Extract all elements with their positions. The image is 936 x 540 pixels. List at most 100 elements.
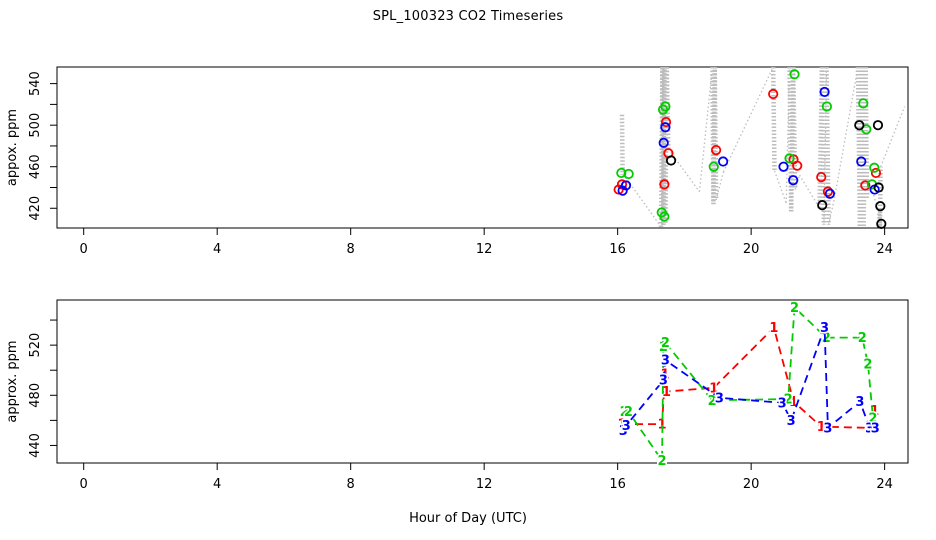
grey-trace-segment <box>859 66 866 226</box>
co2-measurement-point <box>854 120 865 131</box>
x-tick-label: 20 <box>743 477 760 492</box>
x-tick-label: 16 <box>609 242 626 257</box>
x-tick-label: 0 <box>80 477 88 492</box>
co2-measurement-point <box>718 156 729 167</box>
plot-box <box>56 299 909 464</box>
co2-measurement-point <box>819 86 830 98</box>
series-sample-1-red <box>613 88 882 197</box>
grey-trace-segment <box>787 66 794 212</box>
co2-measurement-point <box>616 179 628 190</box>
grey-trace-segment <box>770 66 777 171</box>
grey-trace-segment <box>877 166 883 227</box>
flask-number-label: 1 <box>817 420 826 435</box>
flask-number-label: 2 <box>784 393 793 408</box>
flask-number-label: 3 <box>787 414 796 429</box>
y-tick-label: 460 <box>28 154 43 179</box>
flask-number-label: 1 <box>709 381 718 396</box>
x-axis-title: Hour of Day (UTC) <box>409 511 527 526</box>
grey-trace-segment <box>870 187 880 214</box>
co2-measurement-point <box>789 69 800 80</box>
grey-trace-segment <box>722 66 774 173</box>
flask-number-label: 2 <box>863 357 872 372</box>
co2-measurement-point <box>659 211 670 222</box>
grey-trace-segment <box>857 66 864 226</box>
co2-measurement-point <box>660 122 671 133</box>
grey-trace-segment <box>698 66 714 192</box>
x-tick-label: 24 <box>876 242 893 257</box>
flask-number-label: 1 <box>769 321 778 336</box>
flask-number-label: 1 <box>617 418 626 433</box>
grey-trace-segment <box>798 174 821 209</box>
co2-measurement-point <box>856 156 867 167</box>
co2-measurement-point <box>768 88 779 100</box>
flask-number-label: 2 <box>708 394 717 409</box>
co2-measurement-point <box>824 188 836 199</box>
co2-measurement-point <box>660 116 672 128</box>
grey-trace-segment <box>785 66 791 204</box>
x-tick-label: 4 <box>213 477 221 492</box>
flask-number-label: 2 <box>822 331 831 346</box>
co2-measurement-point <box>860 180 871 191</box>
co2-measurement-point <box>858 98 869 109</box>
flask-number-label: 2 <box>620 405 629 420</box>
grey-trace-segment <box>880 106 906 167</box>
flask-number-label: 3 <box>619 424 628 439</box>
co2-measurement-point <box>870 167 882 179</box>
flask-number-label: 2 <box>790 301 799 316</box>
grey-trace-segment <box>794 174 801 190</box>
co2-measurement-point <box>784 153 795 164</box>
series-sample-2-green <box>616 69 880 222</box>
flask-number-label: 3 <box>622 419 631 434</box>
co2-measurement-point <box>873 182 884 193</box>
grey-trace-segment <box>658 66 665 227</box>
co2-measurement-point <box>623 168 634 180</box>
series-sample-4-black <box>665 120 887 229</box>
co2-measurement-point <box>822 186 834 197</box>
flask-number-label: 1 <box>661 367 670 382</box>
x-tick-label: 12 <box>476 477 493 492</box>
grey-trace-segment <box>627 179 662 228</box>
flask-number-label: 3 <box>715 391 724 406</box>
flask-number-label: 3 <box>820 321 829 336</box>
grey-trace-segment <box>790 66 798 190</box>
co2-measurement-point <box>792 160 803 171</box>
co2-measurement-point <box>620 180 632 191</box>
co2-measurement-point <box>660 101 671 112</box>
plot-box <box>56 66 909 229</box>
grey-trace-segment <box>855 66 863 226</box>
grey-trace-segment <box>863 66 870 198</box>
grey-trace-segment <box>827 197 836 226</box>
co2-measurement-point <box>816 172 827 183</box>
x-tick-label: 8 <box>347 242 355 257</box>
grey-trace-segment <box>715 171 725 201</box>
grey-trace-segment <box>861 66 868 226</box>
co2-measurement-point <box>788 175 799 186</box>
panel-1: 0 4 8 12 16 20 24 420 460 500 540 appox. ppm <box>5 66 909 257</box>
x-tick-label: 12 <box>476 242 493 257</box>
co2-measurement-point <box>616 167 627 179</box>
x-tick-label: 24 <box>876 477 893 492</box>
chart-title: SPL_100323 CO2 Timeseries <box>372 9 564 24</box>
y-tick-label: 520 <box>28 333 43 358</box>
co2-measurement-point <box>708 161 719 172</box>
flask-number-label: 2 <box>661 336 670 351</box>
flask-number-label: 3 <box>855 395 864 410</box>
co2-measurement-point <box>821 101 833 112</box>
flask-number-label: 3 <box>823 421 832 436</box>
y-axis-title: appox. ppm <box>5 109 20 186</box>
grey-trace-segment <box>667 148 700 193</box>
y-tick-label: 500 <box>28 113 43 138</box>
grey-trace-segment <box>773 170 787 204</box>
grey-trace-segment <box>619 114 625 176</box>
co2-measurement-point <box>869 162 880 173</box>
flask-number-label: 2 <box>868 411 877 426</box>
y-tick-label: 440 <box>28 433 43 458</box>
y-tick-label: 420 <box>28 196 43 221</box>
series-line <box>622 327 876 431</box>
flask-number-label: 2 <box>658 454 667 469</box>
flask-number-label: 2 <box>659 340 668 355</box>
grey-trace-segment <box>833 66 859 198</box>
flask-number-label: 3 <box>865 421 874 436</box>
